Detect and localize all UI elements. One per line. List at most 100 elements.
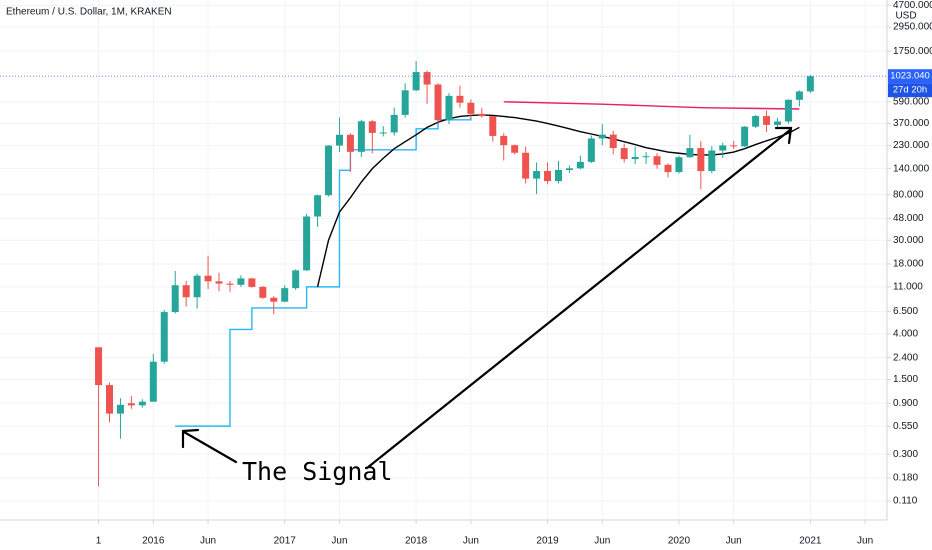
candle-body bbox=[511, 145, 519, 153]
candle-body bbox=[609, 134, 617, 149]
countdown: 27d 20h bbox=[893, 85, 927, 96]
price-label: 1023.040 bbox=[890, 71, 930, 82]
candle-body bbox=[226, 283, 234, 285]
indicator-line bbox=[503, 101, 800, 110]
y-tick-label: 0.110 bbox=[893, 496, 918, 507]
candle-body bbox=[489, 116, 497, 136]
candle-body bbox=[544, 171, 552, 182]
x-tick-label: Jun bbox=[331, 536, 347, 547]
arrow-head bbox=[181, 428, 200, 449]
plot-area bbox=[95, 60, 814, 487]
candle-body bbox=[248, 278, 256, 287]
axis-unit: USD bbox=[895, 11, 916, 22]
candle-body bbox=[598, 134, 606, 139]
y-tick-label: 0.300 bbox=[893, 449, 918, 460]
candle-body bbox=[533, 171, 541, 179]
candle-body bbox=[314, 195, 322, 217]
candle-body bbox=[664, 164, 672, 173]
candle-body bbox=[565, 168, 573, 170]
x-tick-label: 2019 bbox=[536, 536, 559, 547]
y-tick-label: 0.550 bbox=[893, 421, 918, 432]
candle-body bbox=[379, 132, 387, 134]
candle-body bbox=[401, 90, 409, 115]
indicator-line bbox=[316, 114, 800, 288]
y-tick-label: 1750.000 bbox=[893, 46, 932, 57]
x-tick-label: 2017 bbox=[274, 536, 297, 547]
candle-body bbox=[653, 156, 661, 165]
candle-body bbox=[149, 361, 157, 402]
candle-body bbox=[576, 161, 584, 169]
candle-body bbox=[445, 95, 453, 121]
candle-body bbox=[303, 216, 311, 271]
grid bbox=[0, 0, 887, 520]
annotation: The Signal bbox=[242, 457, 393, 486]
candle-body bbox=[171, 285, 179, 313]
candle-body bbox=[719, 145, 727, 151]
y-tick-label: 4700.000 bbox=[893, 0, 932, 11]
candle-body bbox=[138, 401, 146, 406]
y-tick-label: 370.000 bbox=[893, 118, 930, 129]
x-tick-label: 2020 bbox=[668, 536, 691, 547]
annotation-arrows bbox=[181, 126, 793, 470]
candle-body bbox=[160, 312, 168, 362]
candle-body bbox=[204, 275, 212, 282]
candle-body bbox=[390, 114, 398, 133]
candle-body bbox=[423, 72, 431, 85]
candle-body bbox=[325, 145, 333, 196]
candle-body bbox=[784, 99, 792, 122]
candle-body bbox=[106, 385, 114, 414]
x-tick-label: Jun bbox=[463, 536, 479, 547]
candle-body bbox=[795, 91, 803, 100]
x-tick-label: Jun bbox=[200, 536, 216, 547]
y-tick-label: 0.180 bbox=[893, 473, 918, 484]
y-tick-label: 80.000 bbox=[893, 189, 924, 200]
candle-body bbox=[752, 116, 760, 127]
arrow bbox=[365, 128, 792, 470]
candle-body bbox=[116, 404, 124, 414]
candle-body bbox=[193, 275, 201, 298]
x-tick-label: 2021 bbox=[799, 536, 822, 547]
x-tick-label: 1 bbox=[96, 536, 102, 547]
arrow bbox=[182, 430, 238, 464]
y-tick-label: 2.400 bbox=[893, 352, 918, 363]
candle-body bbox=[281, 288, 289, 302]
candle-body bbox=[587, 138, 595, 162]
candle-body bbox=[686, 148, 694, 158]
arrow-head bbox=[774, 126, 793, 145]
y-tick-label: 18.000 bbox=[893, 259, 924, 270]
y-tick-label: 230.000 bbox=[893, 140, 930, 151]
candle-body bbox=[763, 116, 771, 125]
chart-title: Ethereum / U.S. Dollar, 1M, KRAKEN bbox=[6, 7, 172, 18]
candle-body bbox=[631, 156, 639, 160]
candle-body bbox=[554, 169, 562, 182]
y-tick-label: 2950.000 bbox=[893, 22, 932, 33]
candle-body bbox=[806, 76, 814, 92]
candle-body bbox=[270, 297, 278, 302]
y-tick-label: 11.000 bbox=[893, 282, 923, 293]
candle-body bbox=[697, 148, 705, 172]
candle-body bbox=[127, 403, 135, 406]
candle-body bbox=[741, 126, 749, 147]
price-label-box bbox=[888, 69, 932, 84]
candle-body bbox=[456, 95, 464, 103]
y-tick-label: 1.500 bbox=[893, 374, 918, 385]
candle-body bbox=[620, 148, 628, 160]
x-tick-label: 2018 bbox=[405, 536, 428, 547]
y-tick-label: 140.000 bbox=[893, 163, 930, 174]
candle-body bbox=[773, 121, 781, 125]
candle-body bbox=[237, 278, 245, 285]
candle-body bbox=[368, 121, 376, 133]
candle-body bbox=[215, 281, 223, 284]
candle-body bbox=[95, 347, 103, 386]
candle-body bbox=[335, 134, 343, 146]
y-tick-label: 590.000 bbox=[893, 96, 930, 107]
y-tick-label: 48.000 bbox=[893, 213, 924, 224]
y-tick-label: 0.900 bbox=[893, 398, 918, 409]
candle-body bbox=[182, 285, 190, 298]
candle-body bbox=[259, 286, 267, 298]
candle-body bbox=[675, 157, 683, 173]
candle-body bbox=[642, 156, 650, 158]
